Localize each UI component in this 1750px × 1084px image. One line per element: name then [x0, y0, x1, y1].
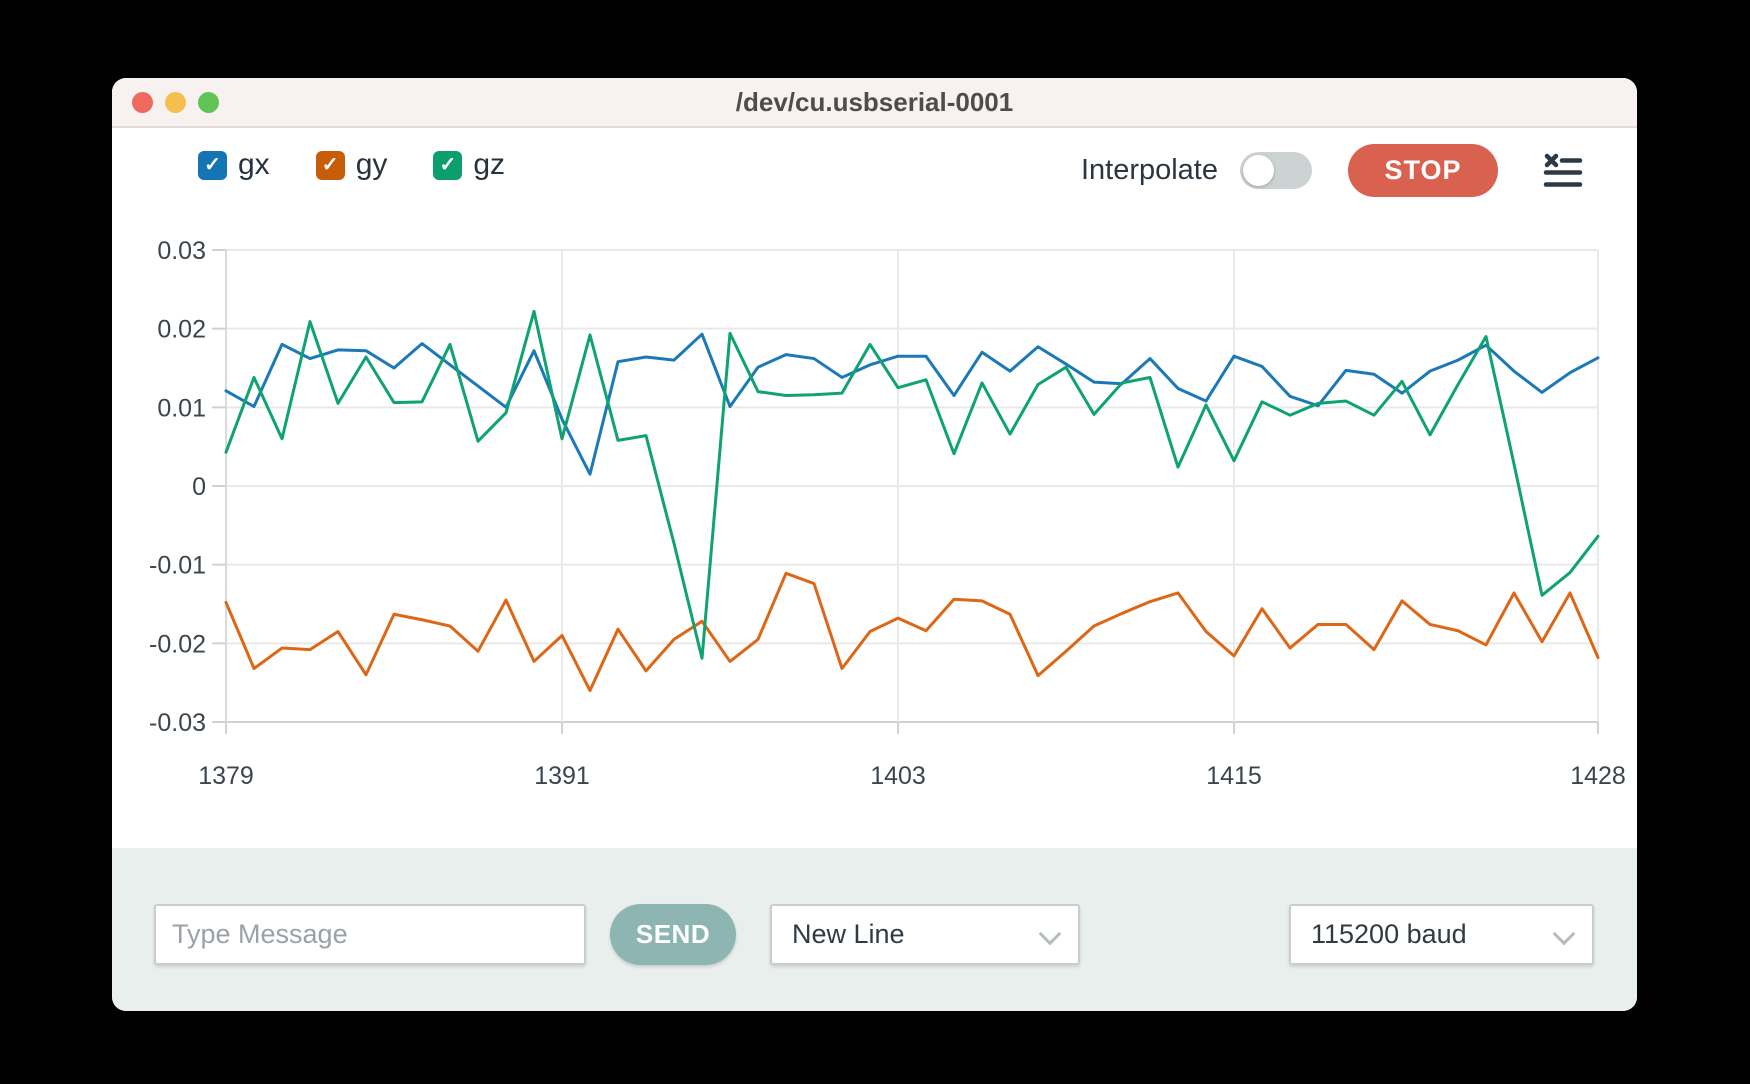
title-bar: /dev/cu.usbserial-0001 — [112, 78, 1637, 128]
send-button[interactable]: SEND — [610, 904, 736, 965]
terminal-list-icon[interactable] — [1543, 153, 1583, 189]
legend-item-gy[interactable]: ✓ gy — [315, 148, 388, 182]
series-legend: ✓ gx ✓ gy ✓ gz — [198, 148, 505, 182]
chevron-down-icon — [1038, 922, 1062, 946]
gz-checkbox[interactable]: ✓ — [433, 150, 463, 180]
x-axis-label: 1391 — [534, 762, 590, 790]
legend-item-gx[interactable]: ✓ gx — [198, 148, 270, 182]
traffic-lights — [112, 91, 219, 113]
y-axis-label: 0.02 — [157, 316, 206, 344]
window-title: /dev/cu.usbserial-0001 — [735, 86, 1014, 117]
series-line-gx — [224, 332, 1600, 476]
y-axis-label: 0.03 — [157, 237, 206, 265]
x-axis-label: 1379 — [198, 762, 254, 790]
minimize-window-button[interactable] — [165, 91, 186, 113]
message-input[interactable] — [154, 904, 586, 965]
series-line-gy — [224, 571, 1600, 693]
serial-plotter-window: /dev/cu.usbserial-0001 ✓ gx ✓ gy ✓ gz In… — [112, 78, 1637, 1011]
zoom-window-button[interactable] — [198, 91, 219, 113]
x-axis-label: 1415 — [1206, 762, 1262, 790]
top-right-controls: Interpolate STOP — [1081, 144, 1583, 197]
chart-svg: 0.03 0.02 0.01 0 -0.01 -0.02 -0.03 1379 1391 1403… — [149, 237, 1626, 790]
y-axis-label: 0.01 — [157, 394, 206, 422]
y-axis-label: -0.03 — [149, 709, 206, 737]
interpolate-toggle[interactable] — [1240, 152, 1312, 189]
gx-checkbox[interactable]: ✓ — [198, 150, 227, 180]
line-ending-value: New Line — [792, 919, 905, 949]
gz-label: gz — [473, 148, 506, 181]
stop-button[interactable]: STOP — [1348, 144, 1498, 197]
gy-label: gy — [355, 148, 388, 181]
gy-checkbox[interactable]: ✓ — [315, 150, 345, 180]
baud-rate-value: 115200 baud — [1311, 919, 1467, 949]
y-axis-label: -0.02 — [149, 630, 206, 658]
chevron-down-icon — [1552, 922, 1576, 946]
gx-label: gx — [238, 148, 270, 181]
y-axis-label: 0 — [192, 473, 206, 501]
toggle-knob — [1243, 155, 1274, 186]
baud-rate-select[interactable]: 115200 baud — [1289, 904, 1594, 965]
line-ending-select[interactable]: New Line — [770, 904, 1080, 965]
y-axis-label: -0.01 — [149, 552, 206, 580]
chart-area: 0.03 0.02 0.01 0 -0.01 -0.02 -0.03 1379 1391 1403… — [112, 228, 1637, 808]
x-axis-label: 1428 — [1570, 762, 1626, 790]
series-line-gz — [224, 309, 1600, 660]
close-window-button[interactable] — [132, 91, 153, 113]
interpolate-label: Interpolate — [1080, 154, 1218, 186]
footer-bar: SEND New Line 115200 baud — [112, 848, 1637, 1011]
legend-item-gz[interactable]: ✓ gz — [433, 148, 505, 182]
x-axis-label: 1403 — [870, 762, 926, 790]
